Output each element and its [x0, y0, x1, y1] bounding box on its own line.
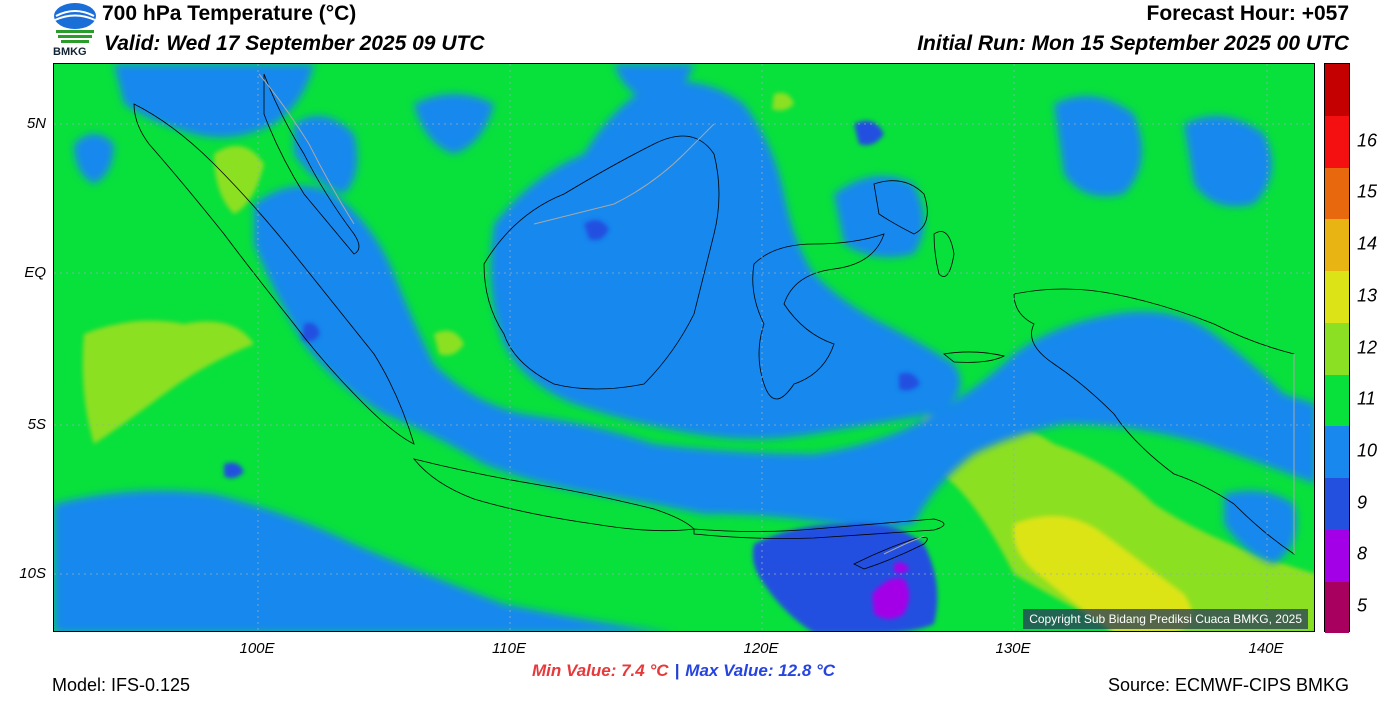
colorbar-label: 5: [1357, 595, 1368, 616]
colorbar-segment: [1325, 322, 1349, 375]
lat-label-10s: 10S: [19, 565, 46, 582]
colorbar-segment: [1325, 529, 1349, 582]
value-range: Min Value: 7.4 °C | Max Value: 12.8 °C: [532, 661, 835, 681]
valid-time: Valid: Wed 17 September 2025 09 UTC: [104, 32, 485, 55]
colorbar-segment: [1325, 374, 1349, 427]
colorbar-segment: [1325, 115, 1349, 168]
field-12-13: [1013, 516, 1192, 631]
field-5-8: [872, 562, 909, 619]
boundaries: [258, 73, 1295, 555]
lon-label-100e: 100E: [239, 640, 275, 657]
colorbar-label: 8: [1357, 543, 1368, 564]
colorbar-label: 15: [1357, 181, 1378, 202]
copyright-notice: Copyright Sub Bidang Prediksi Cuaca BMKG…: [1023, 609, 1308, 629]
lon-label-140e: 140E: [1248, 640, 1284, 657]
lon-label-120e: 120E: [743, 640, 779, 657]
lat-label-5n: 5N: [26, 115, 46, 132]
bmkg-logo: BMKG: [52, 2, 98, 58]
colorbar-segment: [1325, 270, 1349, 323]
forecast-hour: Forecast Hour: +057: [1146, 2, 1350, 25]
source-label: Source: ECMWF-CIPS BMKG: [1107, 675, 1349, 695]
colorbar-label: 13: [1357, 285, 1378, 306]
stats-separator: |: [674, 661, 680, 680]
logo-text: BMKG: [53, 46, 87, 58]
colorbar-label: 14: [1357, 233, 1378, 254]
colorbar-label: 10: [1357, 440, 1378, 461]
initial-run: Initial Run: Mon 15 September 2025 00 UT…: [917, 32, 1349, 55]
lon-label-130e: 130E: [995, 640, 1031, 657]
max-value: Max Value: 12.8 °C: [685, 661, 836, 680]
colorbar: [1324, 63, 1350, 634]
colorbar-label: 9: [1357, 492, 1368, 513]
map-field: [54, 64, 1314, 631]
field-9-10: [54, 64, 1314, 631]
colorbar-segment: [1325, 581, 1349, 634]
colorbar-segment: [1325, 426, 1349, 479]
colorbar-label: 16: [1357, 130, 1378, 151]
coastlines: [133, 73, 1295, 570]
colorbar-label: 11: [1357, 388, 1376, 409]
temperature-map: Copyright Sub Bidang Prediksi Cuaca BMKG…: [53, 63, 1315, 632]
lat-label-5s: 5S: [27, 416, 46, 433]
colorbar-segment: [1325, 477, 1349, 530]
colorbar-label: 12: [1357, 337, 1378, 357]
chart-title: 700 hPa Temperature (°C): [102, 2, 357, 25]
colorbar-segment: [1325, 64, 1349, 116]
lat-label-eq: EQ: [24, 264, 46, 281]
lon-label-110e: 110E: [492, 640, 526, 657]
model-label: Model: IFS-0.125: [52, 675, 191, 695]
min-value: Min Value: 7.4 °C: [532, 661, 669, 680]
gridlines: [54, 64, 1314, 631]
colorbar-segment: [1325, 219, 1349, 272]
colorbar-segment: [1325, 167, 1349, 220]
